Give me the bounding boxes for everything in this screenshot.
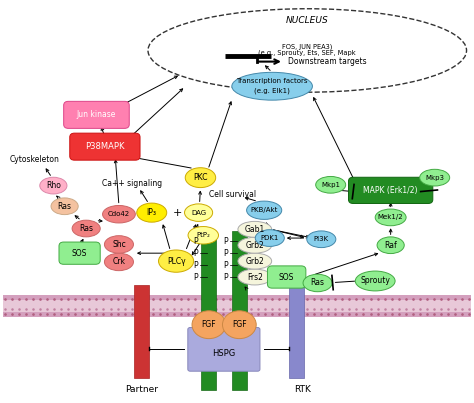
Text: Ras: Ras (79, 224, 93, 233)
Text: Partner: Partner (125, 385, 158, 394)
Text: (e.g., Sprouty, Ets, SEF, Mapk: (e.g., Sprouty, Ets, SEF, Mapk (258, 49, 356, 56)
Text: PKB/Akt: PKB/Akt (250, 207, 278, 213)
Text: P: P (193, 237, 198, 246)
Text: Gab1: Gab1 (245, 225, 265, 234)
Ellipse shape (238, 237, 272, 253)
Bar (290, 285, 304, 378)
Ellipse shape (238, 269, 272, 285)
Text: Shc: Shc (112, 240, 126, 249)
Ellipse shape (377, 237, 404, 253)
Ellipse shape (316, 177, 346, 193)
Text: FGF: FGF (201, 320, 216, 329)
Text: Mkp3: Mkp3 (425, 174, 444, 181)
Bar (3, 295, 471, 317)
Text: RTK: RTK (294, 385, 311, 394)
Text: Transcription factors: Transcription factors (237, 78, 308, 84)
Text: DAG: DAG (191, 210, 206, 216)
Text: +: + (173, 208, 182, 218)
Ellipse shape (303, 274, 332, 292)
Text: SOS: SOS (279, 272, 294, 282)
Ellipse shape (222, 311, 256, 339)
Text: Cell survival: Cell survival (209, 190, 256, 199)
Text: Frs2: Frs2 (247, 272, 263, 282)
Text: Cdo42: Cdo42 (108, 211, 130, 217)
Text: P: P (223, 261, 228, 270)
Ellipse shape (375, 209, 406, 226)
Text: Downstream targets: Downstream targets (288, 57, 366, 66)
Text: Mek1/2: Mek1/2 (378, 214, 403, 220)
Text: FOS, JUN PEA3): FOS, JUN PEA3) (282, 43, 332, 50)
Ellipse shape (104, 253, 134, 271)
Bar (201, 231, 217, 390)
Text: P: P (223, 272, 228, 282)
FancyBboxPatch shape (348, 177, 433, 204)
Text: P38MAPK: P38MAPK (85, 142, 125, 151)
Ellipse shape (419, 169, 450, 186)
Text: SOS: SOS (72, 249, 87, 258)
Text: (e.g. Elk1): (e.g. Elk1) (254, 88, 290, 94)
Text: Grb2: Grb2 (246, 241, 264, 250)
Text: PDK1: PDK1 (261, 235, 279, 241)
Bar (134, 285, 149, 378)
Ellipse shape (307, 231, 336, 247)
Ellipse shape (356, 271, 395, 291)
Ellipse shape (40, 177, 67, 194)
FancyBboxPatch shape (64, 101, 129, 129)
Text: Sprouty: Sprouty (360, 276, 390, 285)
FancyBboxPatch shape (188, 328, 260, 371)
Bar (232, 231, 247, 390)
Text: Grb2: Grb2 (246, 257, 264, 266)
Text: P: P (223, 237, 228, 246)
FancyBboxPatch shape (70, 133, 140, 160)
Ellipse shape (188, 226, 219, 244)
Ellipse shape (185, 168, 216, 187)
Text: Cytoskeleton: Cytoskeleton (9, 155, 60, 164)
Ellipse shape (238, 221, 272, 237)
Ellipse shape (184, 204, 213, 221)
Text: Crk: Crk (112, 258, 126, 266)
Ellipse shape (72, 220, 100, 237)
Text: P: P (193, 272, 198, 282)
Text: MAPK (Erk1/2): MAPK (Erk1/2) (364, 186, 418, 195)
Text: PI3K: PI3K (314, 236, 329, 242)
Text: FGF: FGF (232, 320, 246, 329)
Ellipse shape (158, 250, 194, 272)
Ellipse shape (137, 203, 167, 222)
Text: P: P (193, 249, 198, 258)
FancyBboxPatch shape (59, 242, 100, 264)
Text: PtP₂: PtP₂ (196, 232, 210, 238)
Ellipse shape (192, 311, 226, 339)
Ellipse shape (246, 201, 282, 219)
FancyBboxPatch shape (267, 266, 306, 288)
Text: Jun kinase: Jun kinase (77, 110, 116, 119)
Text: Ras: Ras (58, 202, 72, 211)
Ellipse shape (51, 198, 78, 215)
Text: Rho: Rho (46, 181, 61, 190)
Text: Raf: Raf (384, 241, 397, 250)
Text: NUCLEUS: NUCLEUS (286, 16, 328, 25)
Ellipse shape (255, 230, 284, 246)
Text: Ras: Ras (310, 278, 325, 287)
Text: PLCγ: PLCγ (167, 257, 185, 266)
Bar (3, 300, 471, 312)
Text: PKC: PKC (193, 173, 208, 182)
Text: HSPG: HSPG (212, 349, 236, 358)
Ellipse shape (104, 236, 134, 253)
Text: P: P (193, 261, 198, 270)
Ellipse shape (238, 253, 272, 269)
Text: IP₃: IP₃ (147, 208, 157, 217)
Text: P: P (223, 249, 228, 258)
Ellipse shape (102, 206, 136, 223)
Text: Ca++ signaling: Ca++ signaling (101, 179, 162, 188)
Text: Mkp1: Mkp1 (321, 182, 340, 188)
Ellipse shape (232, 72, 312, 100)
